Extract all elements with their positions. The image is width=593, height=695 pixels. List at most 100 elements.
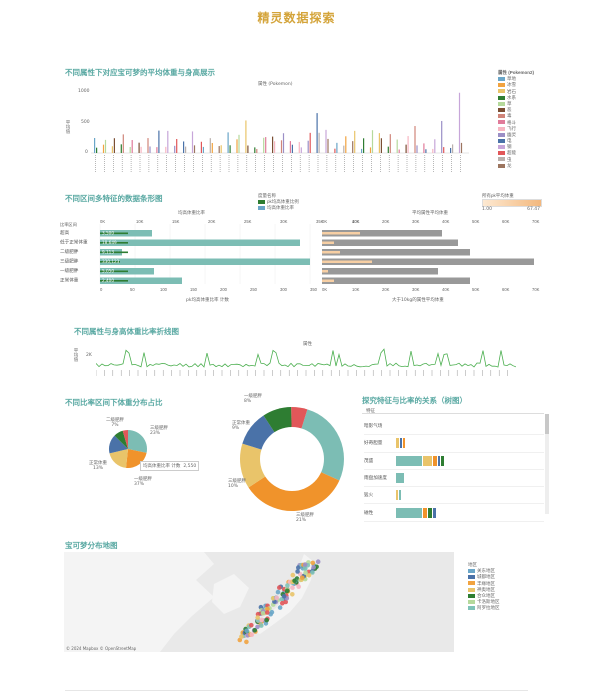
s4-label-1: 二级肥胖 7% (106, 417, 124, 428)
map-dot (259, 623, 264, 628)
s2-right-bar (322, 258, 534, 265)
s1-bar (450, 147, 452, 153)
s4-label-2: 正常体重 13% (89, 460, 107, 471)
s2-top-tick: 60K (502, 219, 510, 224)
s2-bar-chart: 超高 3,500 低于正常体重 18,649 二级肥胖 9,113 三级肥胖 330,123 一… (60, 219, 540, 292)
legend-swatch (498, 101, 505, 106)
s1-bar (345, 136, 347, 153)
s5-row-label: 磁性 (364, 509, 374, 515)
s1-bar (380, 138, 382, 153)
s5-treemap-block (396, 473, 405, 484)
map-dot (265, 606, 270, 612)
label-pct: 37% (134, 482, 145, 487)
s1-legend-item: 恶 (498, 107, 558, 113)
s6-legend-item: 神奥地区 (468, 587, 528, 593)
s1-bar (443, 147, 445, 153)
s2-bottom-tick: 300 (280, 287, 288, 292)
s5-treemap-block (423, 507, 428, 518)
section-title-avg-weight-height: 不同属性下对应宝可梦的平均体重与身高展示 (65, 68, 215, 77)
s2-top-tick: 40K (442, 219, 450, 224)
pie-slice-orange (126, 449, 147, 469)
s1-bar (343, 145, 345, 153)
s1-bar (334, 148, 336, 153)
map-land-mainland (64, 552, 214, 652)
s1-bar (245, 120, 247, 153)
s2-top-tick: 0K (322, 219, 327, 224)
s2-right-bar (322, 277, 470, 284)
legend-label: pk均高体重比例 (267, 199, 299, 205)
s1-bar (289, 141, 291, 153)
legend-swatch (258, 206, 265, 211)
s2-row-header: 比率区间 (60, 221, 77, 228)
s2-bar-label: 3,500 (102, 231, 114, 236)
s1-bar (423, 143, 425, 153)
s1-bar (425, 149, 427, 153)
s1-bar (96, 147, 98, 153)
s1-header: 属性 (Pokemon) (258, 82, 293, 87)
s3-ytick: 2K (86, 353, 92, 358)
pk-range-max: 67.47 (527, 207, 540, 213)
map-land-peninsula (212, 574, 249, 614)
legend-label: 电 (507, 138, 512, 144)
map-dot (303, 570, 308, 576)
legend-swatch (498, 151, 505, 156)
donut-hole (260, 427, 324, 491)
s5-scroll-thumb[interactable] (545, 414, 549, 434)
s2-bar-label: 330,123 (102, 259, 120, 264)
s4-label-0: 三级肥胖 23% (150, 425, 168, 436)
s2-left-bar-inner (100, 242, 128, 244)
legend-label: 飞行 (507, 125, 516, 131)
s1-legend-item: 格斗 (498, 120, 558, 126)
map-view[interactable] (64, 552, 454, 652)
s1-bar (369, 147, 372, 153)
map-dot (315, 559, 321, 564)
map-dot (275, 589, 281, 595)
legend-swatch (468, 581, 475, 586)
s6-legend-item: 合众地区 (468, 593, 528, 599)
label-name: 正常体重 (232, 421, 250, 426)
s2-right-bar (322, 230, 442, 237)
s3-header: 属性 (303, 342, 312, 347)
legend-swatch (468, 593, 475, 598)
section-title-treemap: 探究特征与比率的关系（树图） (362, 396, 467, 405)
map-attribution: © 2024 Mapbox © OpenStreetMap (66, 646, 137, 651)
s4-pie-chart (108, 430, 148, 469)
s5-treemap-block (438, 455, 441, 466)
s1-bar (363, 138, 365, 153)
map-dot (255, 611, 261, 617)
map-dot (310, 570, 315, 575)
s2-bottom-tick: 70K (532, 287, 540, 292)
s1-bar (147, 138, 149, 153)
s5-treemap-block (396, 490, 399, 501)
legend-label: 毒 (507, 113, 512, 119)
map-dot (280, 600, 285, 606)
s1-bar (229, 145, 231, 153)
map-dot (310, 560, 316, 566)
s1-bar (336, 142, 338, 153)
legend-swatch (498, 95, 505, 100)
s1-bar (113, 138, 115, 153)
s1-bar (460, 142, 463, 153)
s2-bottom-tick: 250 (250, 287, 258, 292)
s5-scrollbar[interactable] (545, 414, 549, 514)
s5-treemap-block (433, 455, 438, 466)
s2-right-bar-inner (322, 270, 328, 273)
pie-slice-red (122, 430, 128, 449)
legend-label: 超能 (507, 150, 516, 156)
s6-legend-item: 关东地区 (468, 568, 528, 574)
pie-slice-green (114, 430, 128, 449)
map-dot (244, 628, 249, 634)
s1-legend: 属性 (Pokemon2) 草地 冰雪 岩石 水系草恶毒格斗 飞行 幽灵电钢超能虫龙 (498, 70, 558, 169)
s1-bar (193, 145, 196, 153)
map-dot (244, 639, 249, 645)
s1-bar (183, 141, 185, 153)
s2-legend-item-1: 均高体重比率 (258, 205, 299, 211)
legend-label: 丰缘地区 (477, 580, 495, 586)
s2-bottom-tick: 100 (160, 287, 168, 292)
s1-bar (138, 142, 140, 153)
s2-top-tick: 20K (382, 219, 390, 224)
map-dot (264, 617, 269, 623)
s5-row: 雨盘加速度 (364, 470, 544, 488)
s6-legend-title: 地区 (468, 562, 477, 567)
s1-ytick: 1000 (78, 89, 90, 94)
